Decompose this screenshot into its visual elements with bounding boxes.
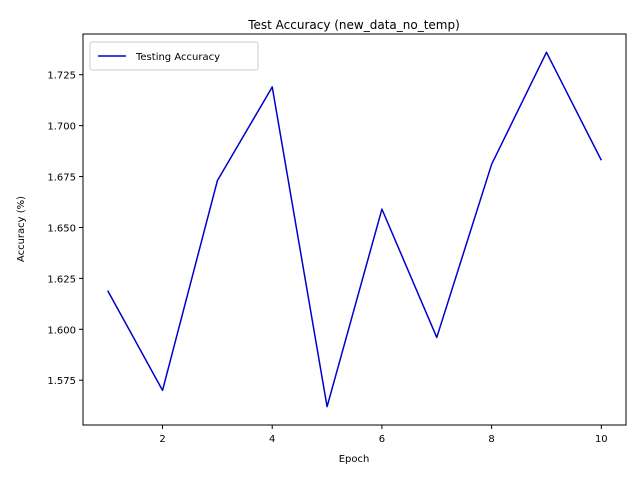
legend-box — [89, 41, 259, 71]
axes-frame — [82, 33, 627, 426]
x-tick-label: 10 — [595, 434, 608, 445]
y-tick-label: 1.675 — [47, 173, 76, 184]
series-line — [107, 51, 602, 408]
y-tick-label: 1.725 — [47, 71, 76, 82]
x-tick-label: 6 — [379, 434, 385, 445]
axis-ticks: 2 4 6 8 10 1.575 1.600 1.625 1.650 1.675 1.700 1.72… — [47, 71, 607, 445]
y-axis-label: Accuracy (%) — [16, 196, 27, 262]
x-axis-label: Epoch — [339, 454, 370, 465]
legend-label: Testing Accuracy — [135, 52, 220, 63]
legend: Testing Accuracy — [89, 41, 259, 71]
x-tick-label: 4 — [269, 434, 275, 445]
y-tick-label: 1.625 — [47, 274, 76, 285]
x-tick-label: 8 — [488, 434, 494, 445]
y-tick-label: 1.650 — [47, 223, 76, 234]
y-tick-label: 1.700 — [47, 122, 76, 133]
y-tick-label: 1.575 — [47, 376, 76, 387]
y-tick-label: 1.600 — [47, 325, 76, 336]
plot-area — [107, 51, 602, 408]
chart-title: Test Accuracy (new_data_no_temp) — [247, 18, 460, 32]
x-tick-label: 2 — [159, 434, 165, 445]
